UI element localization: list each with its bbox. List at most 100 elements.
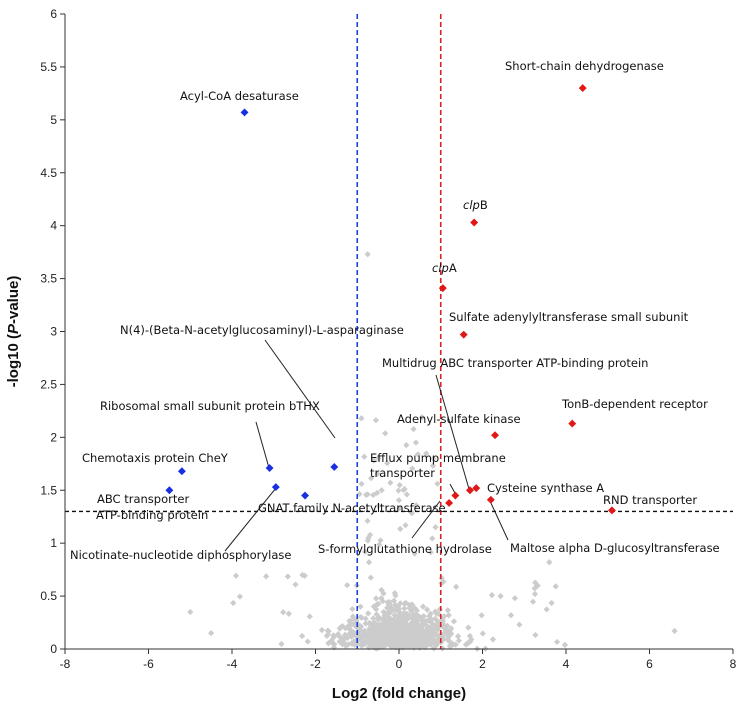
up-regulated-point bbox=[578, 84, 587, 93]
background-point bbox=[380, 643, 387, 650]
background-point bbox=[393, 630, 400, 637]
threshold-lines bbox=[65, 14, 733, 649]
annotation-label: S-formylglutathione hydrolase bbox=[318, 542, 492, 556]
background-point bbox=[553, 638, 561, 646]
annotation-label: Short-chain dehydrogenase bbox=[505, 59, 664, 73]
background-point bbox=[382, 430, 389, 437]
background-point bbox=[361, 453, 368, 460]
background-point bbox=[356, 627, 364, 634]
annotation-leader-line bbox=[489, 500, 509, 541]
annotation-label: transporter bbox=[370, 466, 435, 480]
x-tick-label: -2 bbox=[310, 657, 321, 671]
background-point bbox=[375, 616, 382, 623]
background-point bbox=[370, 615, 377, 622]
background-point bbox=[387, 639, 394, 646]
annotation-label: Ribosomal small subunit protein bTHX bbox=[100, 399, 320, 413]
background-point bbox=[278, 640, 285, 648]
y-tick-label: 6 bbox=[50, 7, 57, 21]
background-point bbox=[531, 585, 538, 592]
background-point bbox=[433, 632, 441, 639]
y-tick-label: 5.5 bbox=[40, 60, 57, 74]
background-point bbox=[374, 470, 381, 478]
y-tick-label: 4.5 bbox=[40, 166, 57, 180]
background-point bbox=[387, 479, 394, 486]
y-tick-label: 0 bbox=[50, 642, 57, 656]
up-regulated-point bbox=[486, 495, 495, 504]
background-point bbox=[425, 628, 432, 636]
background-point bbox=[236, 593, 244, 600]
y-tick-label: 1 bbox=[50, 536, 57, 550]
background-point bbox=[380, 635, 387, 642]
background-point bbox=[395, 487, 402, 494]
y-tick-label: 3.5 bbox=[40, 272, 57, 286]
background-point bbox=[375, 455, 382, 462]
background-point bbox=[401, 485, 408, 493]
annotation-label: clpB bbox=[463, 198, 488, 212]
background-point bbox=[426, 639, 433, 646]
annotation-label: clpA bbox=[432, 261, 457, 275]
background-point bbox=[511, 595, 519, 602]
background-point bbox=[414, 451, 422, 458]
background-point bbox=[263, 573, 270, 580]
y-tick-label: 1.5 bbox=[40, 483, 57, 497]
background-point bbox=[372, 595, 380, 602]
x-axis-title: Log2 (fold change) bbox=[332, 685, 466, 702]
background-point bbox=[396, 482, 403, 489]
background-point bbox=[285, 610, 292, 617]
background-point bbox=[404, 615, 411, 622]
background-point bbox=[338, 635, 346, 642]
background-point bbox=[379, 598, 386, 605]
background-point bbox=[378, 487, 385, 494]
annotation-label: Chemotaxis protein CheY bbox=[82, 451, 229, 465]
down-regulated-point bbox=[301, 491, 310, 500]
down-regulated-point bbox=[265, 464, 274, 472]
background-point bbox=[399, 642, 407, 649]
up-regulated-point bbox=[470, 218, 479, 227]
background-point bbox=[344, 582, 351, 589]
background-point bbox=[372, 417, 380, 424]
background-point bbox=[531, 590, 539, 598]
background-point bbox=[465, 624, 472, 631]
background-point bbox=[432, 616, 439, 623]
non-significant-points bbox=[187, 251, 678, 652]
background-point bbox=[429, 462, 437, 469]
background-point bbox=[365, 559, 373, 566]
annotation-label: Adenyl-sulfate kinase bbox=[397, 412, 521, 426]
background-point bbox=[418, 614, 426, 621]
axes: -8 -6 -4 -2 0 2 4 6 8 0 0.5 1 1.5 2 2.5 3 3.5 4 4.5 5 5.5 6 bbox=[40, 7, 736, 671]
annotation-label: Multidrug ABC transporter ATP-binding pr… bbox=[382, 356, 648, 370]
background-point bbox=[377, 537, 384, 544]
x-tick-label: -4 bbox=[227, 657, 238, 671]
annotation-leader-line bbox=[264, 339, 336, 439]
background-point bbox=[370, 457, 378, 464]
y-tick-label: 3 bbox=[50, 325, 57, 339]
background-point bbox=[412, 439, 420, 446]
background-point bbox=[365, 630, 372, 637]
annotation-label: N(4)-(Beta-N-acetylglucosaminyl)-L-aspar… bbox=[120, 323, 404, 337]
annotation-label: ATP-binding protein bbox=[96, 508, 208, 522]
background-point bbox=[507, 612, 515, 619]
annotation-leader-line bbox=[435, 374, 470, 490]
x-tick-label: 2 bbox=[479, 657, 486, 671]
background-point bbox=[409, 465, 416, 472]
background-point bbox=[671, 627, 678, 635]
background-point bbox=[516, 621, 523, 628]
background-point bbox=[232, 572, 240, 579]
x-tick-label: 0 bbox=[396, 657, 403, 671]
background-point bbox=[323, 632, 331, 640]
background-point bbox=[432, 524, 439, 531]
background-point bbox=[552, 583, 559, 590]
background-point bbox=[488, 591, 496, 599]
background-point bbox=[561, 641, 569, 649]
background-point bbox=[419, 603, 427, 610]
y-axis-title: -log10 (P-value) bbox=[5, 276, 22, 388]
annotation-label-italic: clp bbox=[463, 198, 480, 212]
annotation-leader-line bbox=[411, 500, 441, 539]
background-point bbox=[410, 425, 417, 433]
background-point bbox=[306, 613, 313, 620]
background-point bbox=[396, 505, 403, 512]
background-point bbox=[364, 537, 371, 544]
up-regulated-point bbox=[466, 486, 474, 495]
background-point bbox=[280, 609, 287, 616]
